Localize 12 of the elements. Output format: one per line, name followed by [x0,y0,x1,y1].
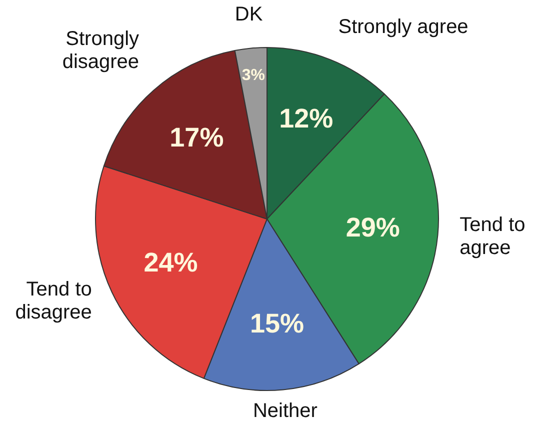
data-label: 12% [279,104,334,134]
slice-label: Strongly disagree [62,28,140,73]
data-label: 29% [346,212,400,242]
slice-label: Tend to agree [460,214,526,260]
slice-label: Tend to disagree [15,278,92,324]
data-label: 3% [242,66,266,84]
data-label: 15% [250,308,304,338]
slice-label: Neither [252,400,318,422]
slice-label: Strongly agree [338,16,468,38]
slice-label: DK [234,3,264,26]
data-label: 17% [170,122,224,153]
data-label: 24% [144,248,198,278]
